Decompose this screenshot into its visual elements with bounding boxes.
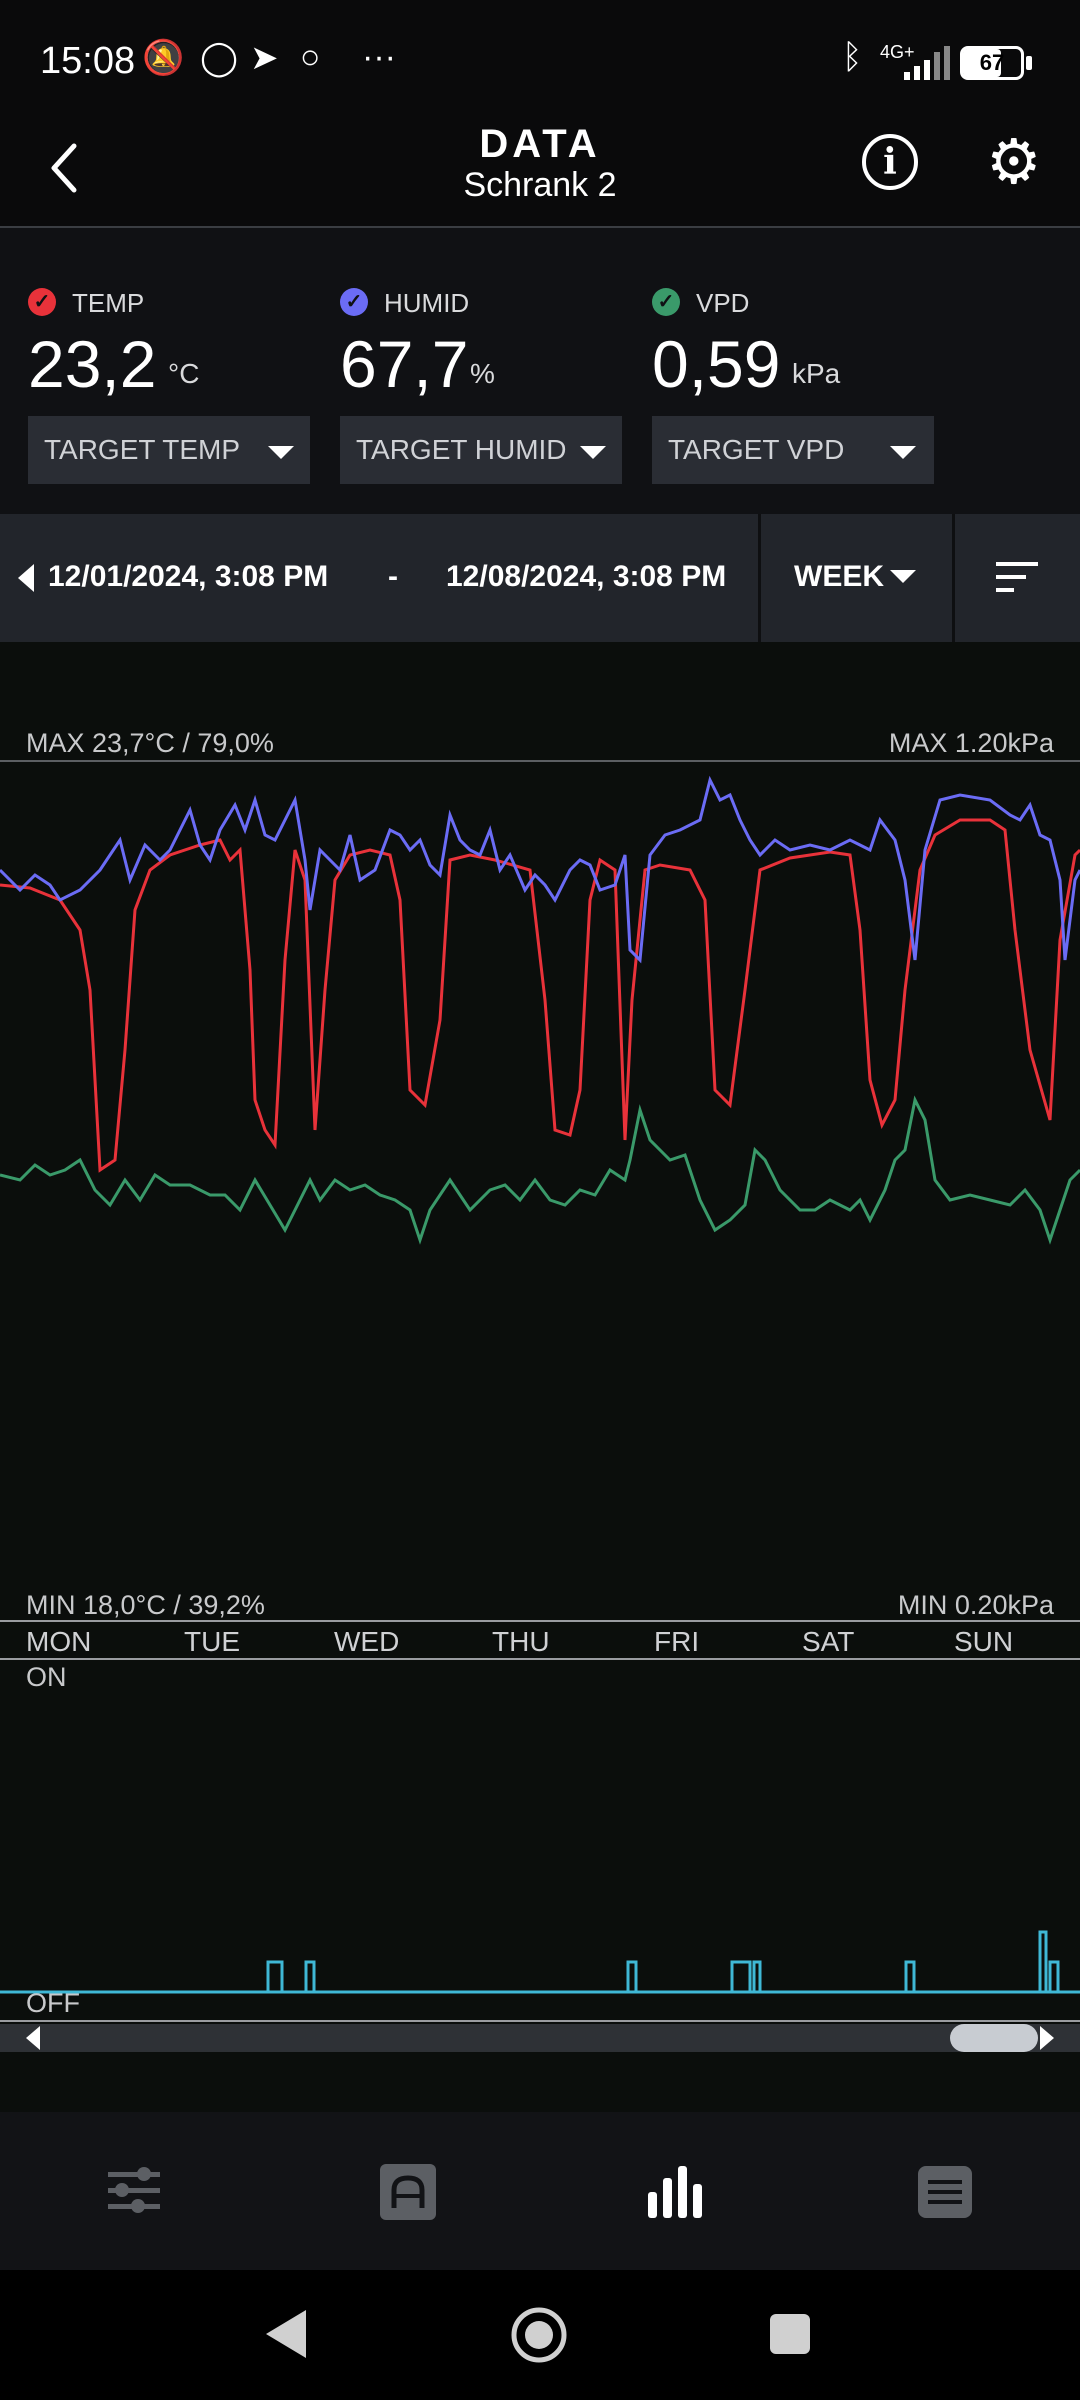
- system-home-icon[interactable]: [510, 2306, 568, 2364]
- target-humid-label: TARGET HUMID: [356, 434, 567, 465]
- status-bar: [0, 0, 1080, 120]
- chart-scrollbar[interactable]: [0, 2024, 1080, 2052]
- bottom-line: [0, 2020, 1080, 2022]
- humid-series-line: [0, 775, 1080, 964]
- start-date[interactable]: 12/01/2024, 3:08 PM: [48, 560, 329, 593]
- signal-icon: [904, 46, 950, 80]
- day-label: MON: [26, 1626, 92, 1657]
- day-label: WED: [334, 1626, 400, 1657]
- whatsapp-icon: ◯: [200, 39, 239, 77]
- temp-check-icon[interactable]: ✓: [28, 288, 56, 316]
- min-left-label: MIN 18,0°C / 39,2%: [26, 1590, 265, 1620]
- humid-unit: %: [470, 358, 495, 389]
- vpd-value: 0,59: [652, 327, 781, 401]
- page-subtitle: Schrank 2: [463, 166, 617, 204]
- day-label: SAT: [802, 1626, 855, 1657]
- day-label: TUE: [184, 1626, 240, 1657]
- more-icon: ···: [362, 38, 396, 76]
- humid-check-icon[interactable]: ✓: [340, 288, 368, 316]
- axis-line: [0, 1658, 1080, 1660]
- max-line: [0, 760, 1080, 762]
- battery-icon: 67: [960, 46, 1024, 80]
- telegram-icon: ➤: [250, 39, 279, 77]
- on-label: ON: [26, 1662, 67, 1692]
- line-chart[interactable]: [0, 760, 1080, 1620]
- day-label: THU: [492, 1626, 550, 1657]
- scroll-left-icon[interactable]: [26, 2026, 40, 2050]
- divider: [758, 514, 761, 642]
- target-temp-dropdown[interactable]: TARGET TEMP: [28, 416, 310, 484]
- system-back-icon[interactable]: [262, 2308, 308, 2360]
- chevron-down-icon: [580, 446, 606, 459]
- period-dropdown[interactable]: WEEK: [794, 560, 884, 593]
- bottom-nav: [0, 2112, 1080, 2270]
- gear-icon[interactable]: ⚙: [986, 128, 1042, 197]
- max-right-label: MAX 1.20kPa: [888, 728, 1054, 758]
- vpd-unit: kPa: [792, 358, 841, 389]
- chart-icon[interactable]: [648, 2166, 704, 2220]
- back-arrow-icon[interactable]: [44, 138, 84, 198]
- temp-value: 23,2: [28, 327, 157, 401]
- date-separator: -: [388, 560, 398, 593]
- device-state-line: [0, 1930, 1080, 1994]
- scrollbar-thumb[interactable]: [950, 2024, 1038, 2052]
- bluetooth-icon: ᛒ: [842, 38, 863, 76]
- temp-label: TEMP: [72, 288, 145, 318]
- vpd-label: VPD: [696, 288, 750, 318]
- target-humid-dropdown[interactable]: TARGET HUMID: [340, 416, 622, 484]
- network-type: 4G+: [880, 42, 915, 62]
- info-icon[interactable]: i: [862, 134, 918, 190]
- off-label: OFF: [26, 1988, 80, 2018]
- battery-tip: [1026, 56, 1032, 70]
- temp-unit: °C: [168, 358, 200, 389]
- day-label: FRI: [654, 1626, 700, 1657]
- page-title: DATA: [479, 122, 601, 166]
- device-icon[interactable]: [380, 2164, 436, 2220]
- chevron-down-icon: [890, 446, 916, 459]
- day-label: SUN: [954, 1626, 1014, 1657]
- previous-range-icon[interactable]: [18, 564, 34, 592]
- chart-area: [0, 642, 1080, 2112]
- divider: [952, 514, 955, 642]
- mute-icon: 🔕: [142, 39, 185, 77]
- vpd-check-icon[interactable]: ✓: [652, 288, 680, 316]
- sort-icon[interactable]: [996, 560, 1040, 596]
- target-temp-label: TARGET TEMP: [44, 434, 241, 465]
- target-vpd-label: TARGET VPD: [668, 434, 845, 465]
- circle-icon: ○: [300, 38, 321, 76]
- temp-series-line: [0, 818, 1080, 1173]
- min-line: [0, 1620, 1080, 1622]
- scroll-right-icon[interactable]: [1040, 2026, 1054, 2050]
- vpd-series-line: [0, 1095, 1080, 1245]
- menu-icon[interactable]: [918, 2166, 972, 2218]
- end-date[interactable]: 12/08/2024, 3:08 PM: [446, 560, 727, 593]
- chevron-down-icon: [890, 570, 916, 583]
- system-recents-icon[interactable]: [770, 2314, 810, 2354]
- sliders-icon[interactable]: [108, 2166, 162, 2216]
- target-vpd-dropdown[interactable]: TARGET VPD: [652, 416, 934, 484]
- humid-value: 67,7: [340, 327, 469, 401]
- humid-label: HUMID: [384, 288, 470, 318]
- device-state-chart: [0, 1930, 1080, 1994]
- max-left-label: MAX 23,7°C / 79,0%: [26, 728, 274, 758]
- chevron-down-icon: [268, 446, 294, 459]
- status-time: 15:08: [40, 40, 136, 82]
- min-right-label: MIN 0.20kPa: [897, 1590, 1054, 1620]
